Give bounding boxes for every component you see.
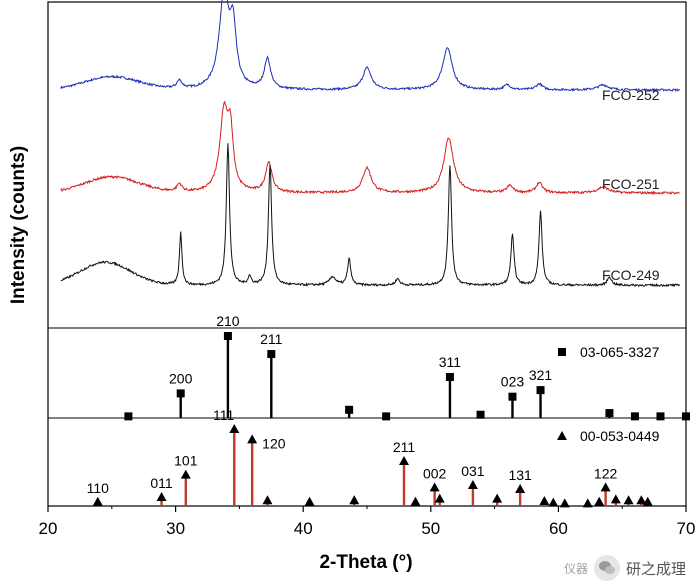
x-axis: 20 30 40 50 60 70	[39, 506, 696, 538]
watermark-logo: 仪器	[563, 561, 588, 576]
ref-peak-marker	[610, 494, 621, 504]
legend-square-icon	[558, 348, 566, 356]
ref-peak-marker	[429, 482, 440, 492]
ref-peak-marker	[630, 412, 639, 421]
ref-peak-marker	[434, 493, 445, 503]
ref-peak-marker	[594, 496, 605, 506]
ref-peak-marker	[349, 495, 360, 505]
ref-peak-marker	[600, 482, 611, 492]
legend-label: 03-065-3327	[580, 344, 660, 360]
ref-peak-label: 321	[529, 367, 553, 383]
ref-peak-label: 031	[461, 463, 485, 479]
ref-peak-marker	[410, 496, 421, 506]
x-axis-title: 2-Theta (°)	[319, 552, 412, 573]
x-tick-label: 50	[421, 519, 440, 538]
ref-peak-label: 110	[87, 480, 110, 496]
ref-peak-marker	[515, 484, 526, 493]
xrd-traces: FCO-252 FCO-251 FCO-249	[60, 0, 680, 288]
trace-label-fco-252: FCO-252	[602, 87, 660, 103]
ref-peak-marker	[124, 412, 133, 421]
ref-peak-marker	[492, 493, 503, 503]
x-tick-label: 70	[677, 519, 696, 538]
ref-peak-marker	[636, 495, 647, 505]
ref-peak-label: 122	[594, 465, 618, 481]
ref-peak-label: 120	[262, 435, 286, 451]
watermark-text: 研之成理	[625, 559, 686, 578]
x-tick-label: 60	[549, 519, 568, 538]
ref-peak-label: 200	[169, 370, 193, 386]
ref-peak-label: 002	[423, 465, 447, 481]
ref-peak-marker	[304, 496, 315, 506]
ref-peak-marker	[180, 469, 191, 479]
x-tick-label: 30	[166, 519, 185, 538]
ref-peak-marker	[176, 389, 185, 398]
ref-peak-label: 211	[260, 331, 283, 347]
trace-label-fco-251: FCO-251	[602, 176, 660, 192]
trace-fco-249	[60, 143, 680, 288]
x-tick-label: 20	[39, 519, 58, 538]
ref-peak-marker	[156, 492, 167, 501]
ref-peak-marker	[682, 412, 690, 421]
ref-peak-label: 011	[150, 475, 173, 491]
ref-peak-label: 210	[216, 313, 240, 329]
ref-peak-marker	[262, 495, 273, 505]
legend-label: 00-053-0449	[580, 428, 660, 444]
ref-peak-label: 311	[439, 354, 462, 370]
ref-peak-marker	[229, 424, 240, 433]
ref-peak-label: 023	[501, 374, 525, 390]
ref-peak-marker	[642, 496, 653, 506]
legend-triangle-icon	[557, 431, 567, 440]
ref-peak-marker	[467, 480, 478, 489]
ref-peak-marker	[559, 498, 570, 508]
ref-peak-marker	[476, 410, 485, 419]
ref-peak-label: 111	[213, 407, 234, 423]
ref-peak-marker	[508, 392, 517, 401]
ref-peak-marker	[536, 386, 545, 395]
ref-peak-marker	[345, 405, 354, 414]
ref-peak-marker	[399, 456, 410, 465]
trace-label-fco-249: FCO-249	[602, 267, 660, 283]
ref-peak-marker	[605, 409, 614, 418]
wechat-icon	[593, 555, 620, 581]
ref-peak-marker	[548, 497, 559, 507]
ref-peak-marker	[382, 412, 391, 421]
x-tick-label: 40	[294, 519, 313, 538]
y-axis-title: Intensity (counts)	[8, 146, 29, 304]
watermark: 仪器 研之成理	[564, 555, 686, 581]
ref-peak-marker	[539, 496, 550, 505]
ref-peak-marker	[92, 496, 103, 506]
ref-peak-marker	[445, 373, 454, 381]
ref-peak-label: 131	[508, 467, 532, 483]
ref-peak-marker	[247, 434, 258, 444]
ref-peak-label: 101	[174, 453, 198, 469]
trace-fco-252	[60, 0, 680, 93]
ref-peak-marker	[582, 498, 593, 508]
reference-03-065-3327: 200 210 211 311 023 321 03-065-3327	[124, 313, 690, 421]
ref-peak-marker	[267, 350, 276, 359]
trace-fco-251	[60, 100, 680, 196]
ref-peak-marker	[623, 495, 634, 505]
ref-peak-label: 211	[393, 439, 416, 455]
ref-peak-marker	[223, 332, 232, 340]
ref-peak-marker	[656, 412, 665, 421]
